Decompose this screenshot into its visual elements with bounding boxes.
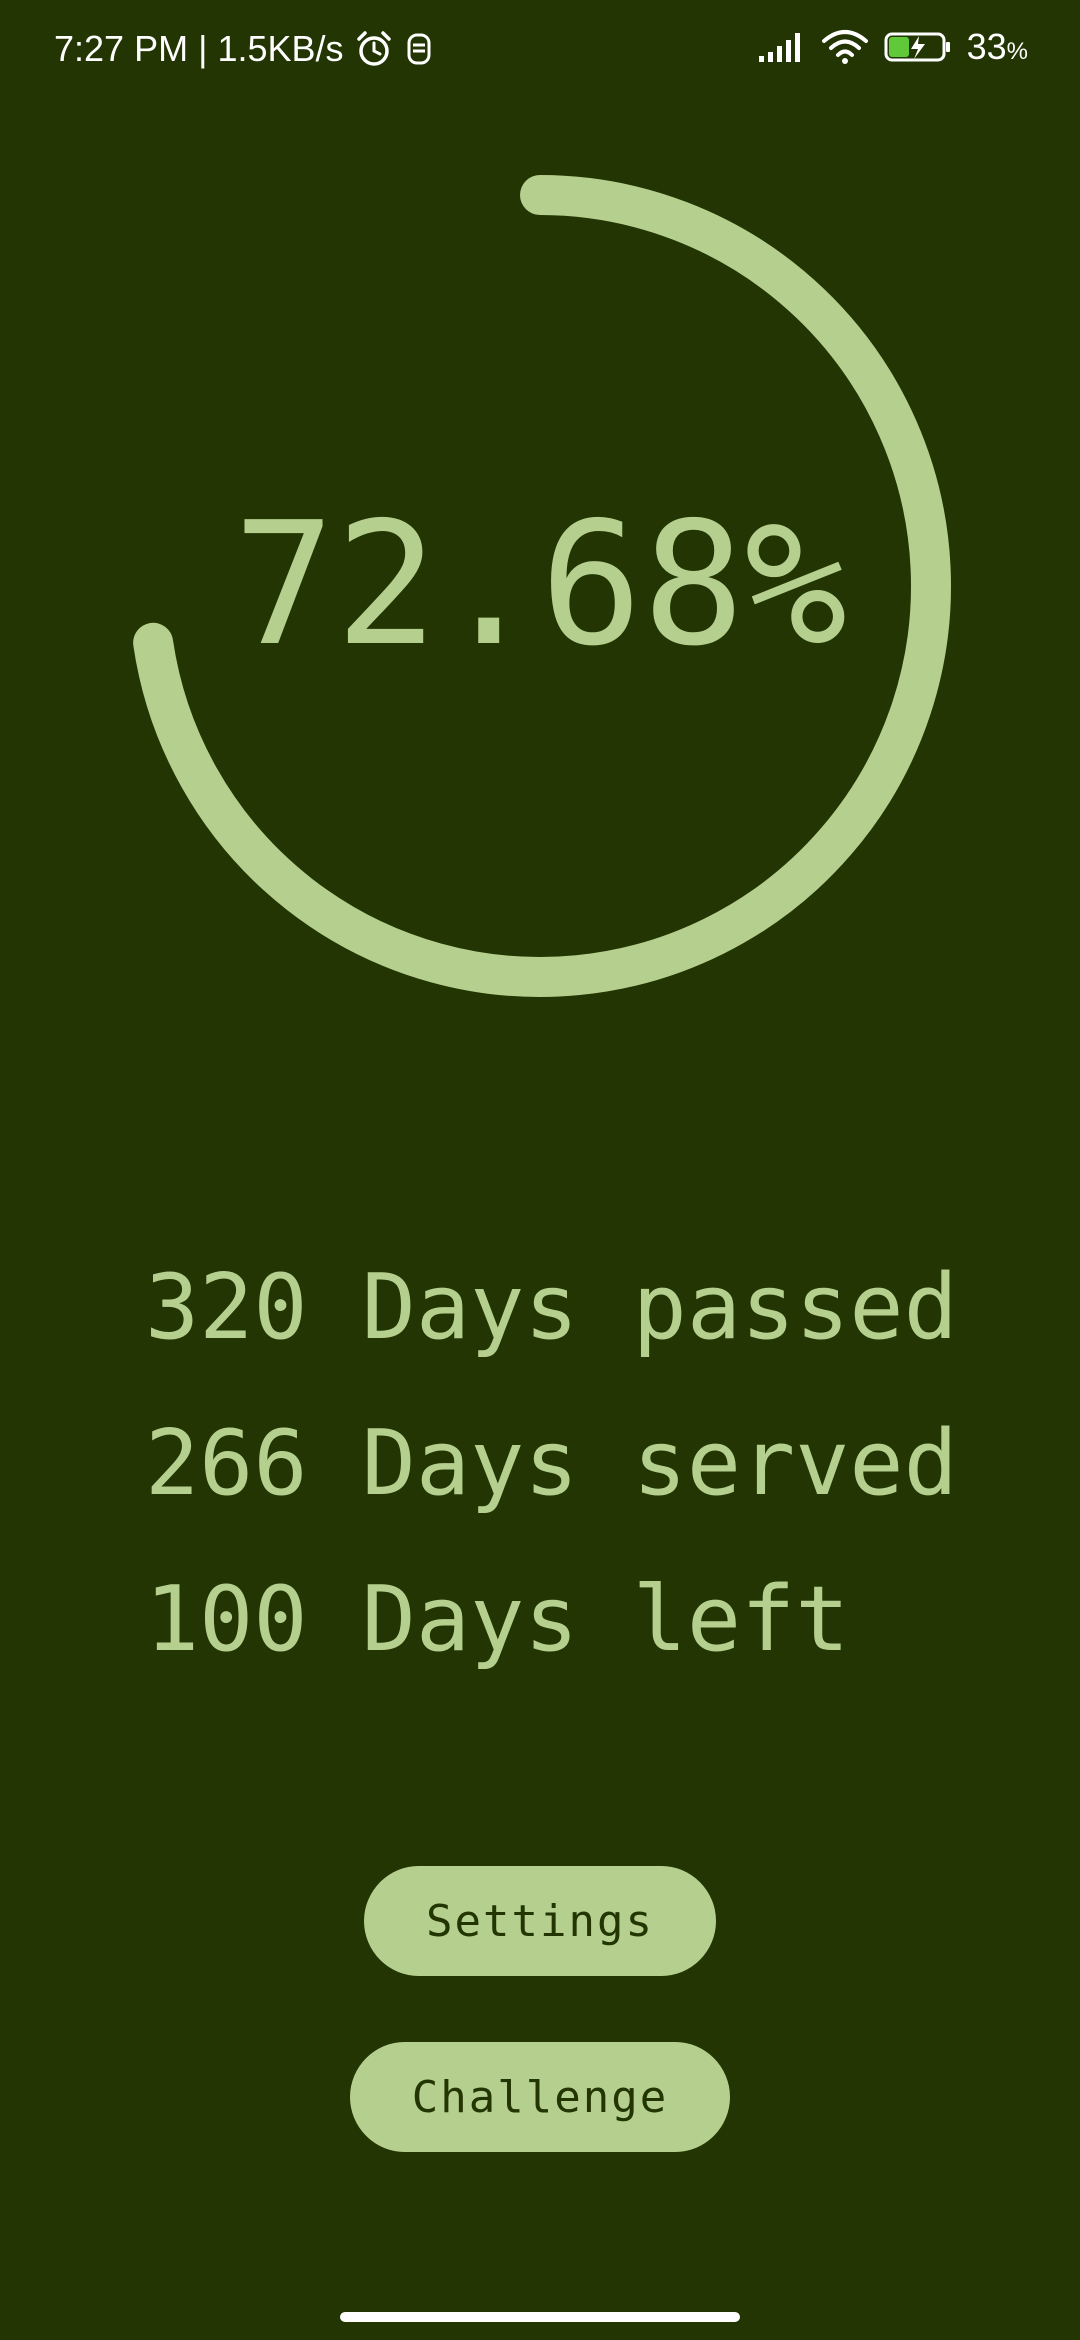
progress-ring (133, 175, 951, 997)
status-time: 7:27 PM (54, 28, 189, 69)
notification-app-icon (404, 31, 434, 67)
status-bar: 7:27 PM | 1.5KB/s (0, 0, 1080, 100)
battery-charging-icon (883, 30, 953, 64)
progress-arc (133, 175, 951, 997)
network-speed: 1.5KB/s (217, 28, 344, 69)
status-right: 33% (757, 26, 1028, 68)
stats-list: 320 Days passed 266 Days served 100 Days… (145, 1230, 958, 1698)
status-left: 7:27 PM | 1.5KB/s (54, 28, 434, 70)
days-left-text: 100 Days left (145, 1567, 850, 1672)
wifi-icon (821, 29, 869, 65)
signal-icon (757, 30, 807, 64)
home-indicator[interactable] (340, 2312, 740, 2322)
days-passed-text: 320 Days passed (145, 1255, 958, 1360)
battery-percent: 33% (966, 26, 1028, 67)
status-separator: | (198, 28, 208, 69)
alarm-icon (354, 29, 394, 69)
settings-button[interactable]: Settings (364, 1866, 716, 1976)
days-served-text: 266 Days served (145, 1411, 958, 1516)
progress-percent-label: 72.68% (232, 486, 848, 684)
challenge-button[interactable]: Challenge (350, 2042, 730, 2152)
